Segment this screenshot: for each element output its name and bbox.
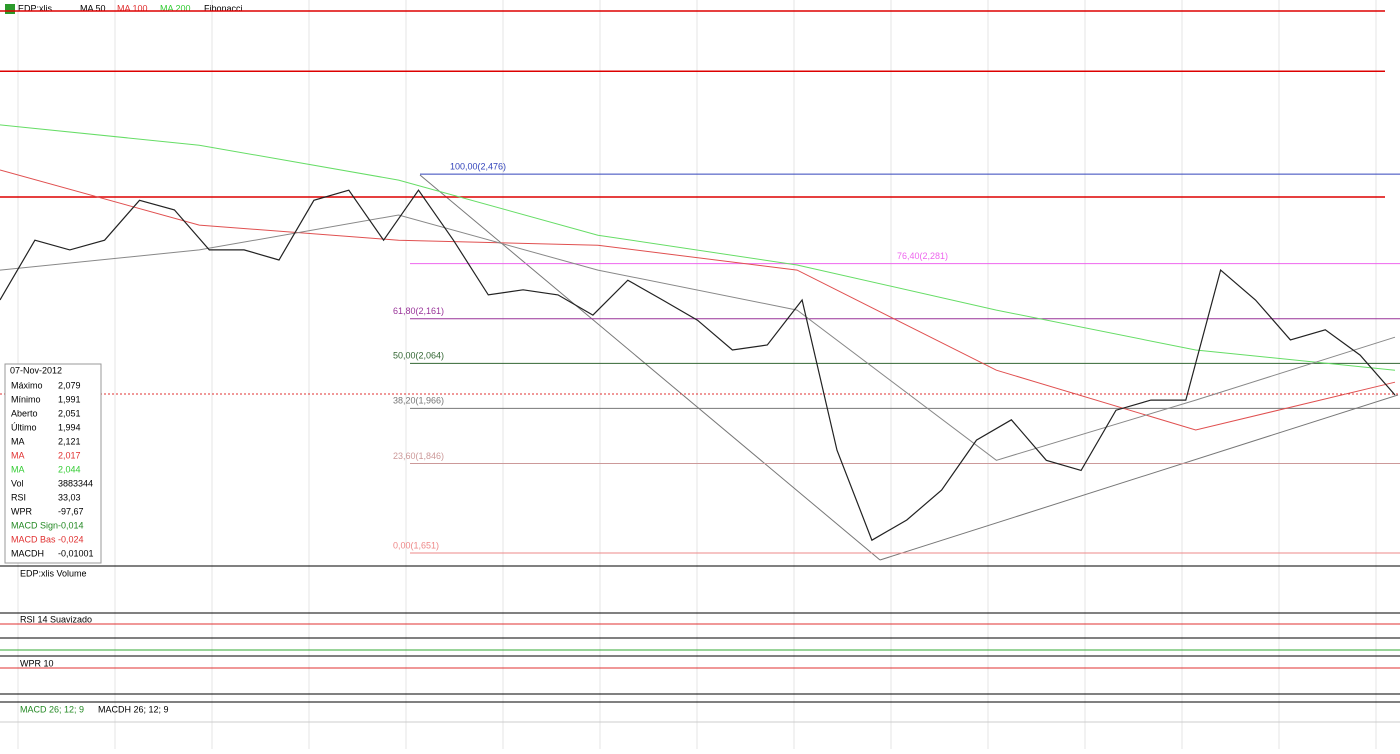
info-value: 1,994 bbox=[58, 422, 81, 432]
info-panel: 07-Nov-2012 Máximo 2,079 Mínimo 1,991 Aberto… bbox=[4, 363, 102, 564]
trend-line bbox=[879, 394, 1399, 561]
info-label: RSI bbox=[11, 492, 26, 502]
info-value: 2,044 bbox=[58, 464, 81, 474]
info-label: MA bbox=[11, 450, 25, 460]
info-value: 2,121 bbox=[58, 436, 81, 446]
panel-title: MACDH 26; 12; 9 bbox=[98, 704, 169, 714]
ma50-line bbox=[0, 214, 1396, 461]
info-value: -97,67 bbox=[58, 506, 84, 516]
info-label: Último bbox=[11, 422, 37, 432]
info-value: -0,01001 bbox=[58, 548, 94, 558]
fib-label: 76,40(2,281) bbox=[897, 251, 948, 261]
ma200-menu[interactable]: MA 200 bbox=[160, 3, 191, 13]
fib-label: 61,80(2,161) bbox=[393, 306, 444, 316]
info-value: 3883344 bbox=[58, 478, 93, 488]
info-value: -0,014 bbox=[58, 520, 84, 530]
fib-label: 0,00(1,651) bbox=[393, 540, 439, 550]
info-date: 07-Nov-2012 bbox=[10, 365, 62, 375]
info-value: -0,024 bbox=[58, 534, 84, 544]
app-icon[interactable] bbox=[5, 4, 15, 14]
ma100-menu[interactable]: MA 100 bbox=[117, 3, 148, 13]
info-label: Vol bbox=[11, 478, 24, 488]
info-label: MA bbox=[11, 464, 25, 474]
info-label: MACD Bas bbox=[11, 534, 56, 544]
info-label: Mínimo bbox=[11, 394, 41, 404]
panel-title: RSI 14 Suavizado bbox=[20, 614, 92, 624]
info-value: 1,991 bbox=[58, 394, 81, 404]
ma200-line bbox=[0, 124, 1396, 371]
panel-title: WPR 10 bbox=[20, 658, 54, 668]
info-value: 33,03 bbox=[58, 492, 81, 502]
fib-label: 23,60(1,846) bbox=[393, 451, 444, 461]
info-value: 2,017 bbox=[58, 450, 81, 460]
panel-title: MACD 26; 12; 9 bbox=[20, 704, 84, 714]
info-label: MACDH bbox=[11, 548, 44, 558]
sub-panels: EDP:xlis Volume RSI 14 Suavizado WPR 10 … bbox=[0, 565, 1400, 723]
info-label: Aberto bbox=[11, 408, 38, 418]
info-value: 2,051 bbox=[58, 408, 81, 418]
fibonacci-menu[interactable]: Fibonacci bbox=[204, 3, 243, 13]
info-label: WPR bbox=[11, 506, 32, 516]
info-label: MACD Sign bbox=[11, 520, 58, 530]
info-value: 2,079 bbox=[58, 380, 81, 390]
fib-label: 50,00(2,064) bbox=[393, 351, 444, 361]
info-label: MA bbox=[11, 436, 25, 446]
fib-label: 100,00(2,476) bbox=[450, 161, 506, 171]
price-line bbox=[0, 189, 1396, 542]
ma100-line bbox=[0, 169, 1396, 431]
symbol-menu[interactable]: EDP:xlis bbox=[18, 3, 53, 13]
panel-title: EDP:xlis Volume bbox=[20, 568, 87, 578]
info-label: Máximo bbox=[11, 380, 43, 390]
grid bbox=[17, 0, 1377, 749]
ma50-menu[interactable]: MA 50 bbox=[80, 3, 106, 13]
trend-line bbox=[419, 174, 881, 561]
fib-label: 38,20(1,966) bbox=[393, 396, 444, 406]
info-box bbox=[4, 363, 102, 564]
